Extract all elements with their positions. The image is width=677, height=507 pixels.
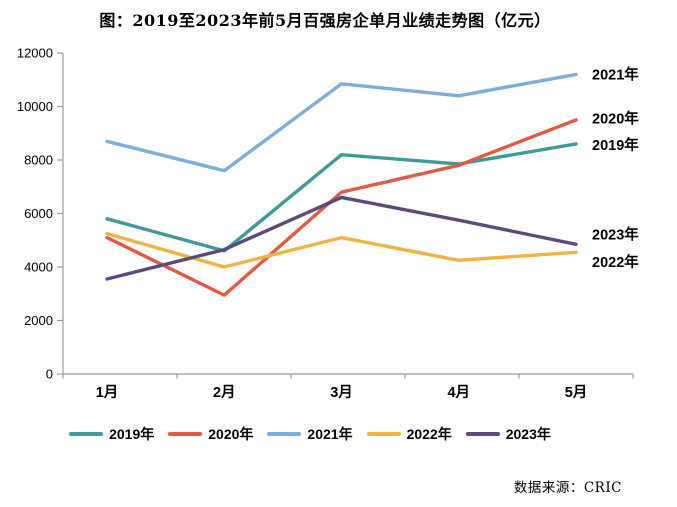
x-tick-label: 1月 — [96, 384, 119, 401]
legend-label: 2023年 — [505, 426, 551, 442]
series-line-2023 — [105, 195, 578, 281]
chart-title: 图：2019至2023年前5月百强房企单月业绩走势图（亿元） — [99, 11, 551, 30]
series-end-label-2023: 2023年 — [592, 226, 639, 244]
legend-label: 2020年 — [208, 426, 254, 442]
series-end-label-2019: 2019年 — [592, 136, 639, 154]
y-tick-label: 4000 — [24, 260, 53, 275]
y-tick-label: 8000 — [24, 153, 53, 168]
legend-swatch-2022 — [366, 432, 401, 436]
series-line-2022 — [105, 231, 578, 269]
series-line-2021 — [105, 72, 578, 173]
legend-item-2019: 2019年 — [69, 426, 154, 442]
x-tick-label: 4月 — [447, 384, 470, 401]
legend-swatch-2023 — [465, 432, 500, 436]
series-end-label-2022: 2022年 — [592, 253, 639, 271]
series-line-2020 — [105, 118, 578, 297]
x-tick-label: 2月 — [213, 384, 236, 401]
chart-legend: 2019年 2020年 2021年 2022年 2023年 — [0, 426, 620, 442]
legend-swatch-2019 — [69, 432, 104, 436]
series-end-label-2021: 2021年 — [592, 65, 639, 83]
data-source-note: 数据来源：CRIC — [513, 480, 622, 496]
y-tick-label: 10000 — [17, 99, 53, 114]
series-line-2019 — [105, 142, 578, 253]
legend-label: 2022年 — [406, 426, 452, 442]
x-tick-label: 5月 — [565, 384, 588, 401]
line-chart: 0 2000 4000 6000 8000 10000 12000 1月 2月 3月 4月 5月 202… — [17, 46, 639, 402]
legend-swatch-2021 — [267, 432, 302, 436]
x-tick-label: 3月 — [330, 384, 353, 401]
legend-item-2022: 2022年 — [366, 426, 452, 442]
legend-item-2020: 2020年 — [168, 426, 253, 442]
legend-label: 2019年 — [109, 426, 155, 442]
y-tick-label: 2000 — [24, 313, 53, 328]
y-tick-label: 0 — [46, 367, 53, 382]
legend-item-2023: 2023年 — [465, 426, 551, 442]
series-end-label-2020: 2020年 — [592, 110, 639, 128]
y-tick-label: 12000 — [17, 46, 53, 61]
legend-swatch-2020 — [168, 432, 203, 436]
y-tick-label: 6000 — [24, 206, 53, 221]
legend-item-2021: 2021年 — [267, 426, 353, 442]
legend-label: 2021年 — [307, 426, 353, 442]
